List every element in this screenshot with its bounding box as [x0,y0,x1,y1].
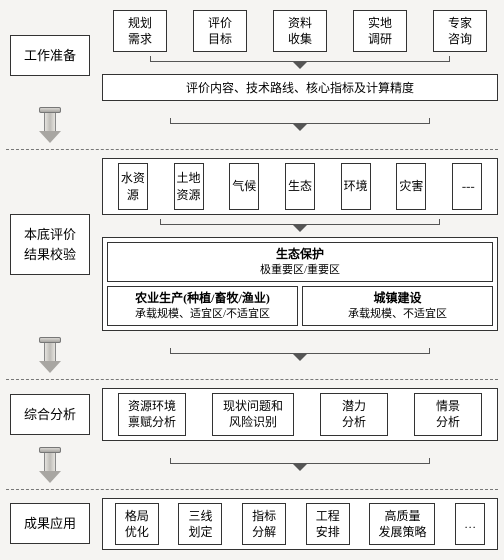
agri-title: 农业生产(种植/畜牧/渔业) [110,290,295,307]
stage-right: 规划需求 评价目标 资料收集 实地调研 专家咨询 评价内容、技术路线、核心指标及… [102,6,498,105]
stage-application: 成果应用 格局优化 三线划定 指标分解 工程安排 高质量发展策略 … [6,494,498,554]
stage-label: 成果应用 [10,503,90,545]
stage-analysis: 综合分析 资源环境禀赋分析 现状问题和风险识别 潜力分析 情景分析 [6,384,498,444]
stage-baseline: 本底评价结果校验 水资源 土地资源 气候 生态 环境 灾害 ┆ 生态保护 极重要… [6,154,498,335]
stage-arrow-icon [36,337,64,373]
factor-box: 气候 [229,163,259,209]
prep-bar: 评价内容、技术路线、核心指标及计算精度 [102,74,498,101]
stage-left: 工作准备 [6,6,94,105]
urban-title: 城镇建设 [305,290,490,307]
prep-box: 专家咨询 [433,10,487,52]
analysis-box: 情景分析 [414,393,482,435]
prep-box: 评价目标 [193,10,247,52]
eco-title: 生态保护 [110,246,490,263]
factor-box: 环境 [341,163,371,209]
analysis-group: 资源环境禀赋分析 现状问题和风险识别 潜力分析 情景分析 [102,388,498,440]
stage-left: 本底评价结果校验 [6,154,94,335]
stage-arrow-icon [36,107,64,143]
analysis-box: 现状问题和风险识别 [212,393,294,435]
ellipsis-box: ┆ [452,163,482,209]
down-arrow-icon [160,219,440,233]
down-arrow-icon [170,348,430,362]
urban-sub: 承载规模、不适宜区 [305,307,490,322]
app-box: 高质量发展策略 [369,503,435,545]
divider [6,489,498,490]
stage-arrow-icon [36,447,64,483]
divider [6,379,498,380]
eco-cell: 生态保护 极重要区/重要区 [107,242,493,282]
app-box: 三线划定 [178,503,222,545]
analysis-box: 潜力分析 [320,393,388,435]
stage-label: 工作准备 [10,35,90,77]
app-box: … [455,503,485,545]
application-group: 格局优化 三线划定 指标分解 工程安排 高质量发展策略 … [102,498,498,550]
agri-sub: 承载规模、适宜区/不适宜区 [110,307,295,322]
stage-preparation: 工作准备 规划需求 评价目标 资料收集 实地调研 专家咨询 评价内容、技术路线、… [6,6,498,105]
factor-box: 灾害 [396,163,426,209]
stage-label: 综合分析 [10,394,90,436]
stage-label: 本底评价结果校验 [10,214,90,275]
stage-right: 格局优化 三线划定 指标分解 工程安排 高质量发展策略 … [102,494,498,554]
stage-left: 成果应用 [6,494,94,554]
factor-group: 水资源 土地资源 气候 生态 环境 灾害 ┆ [102,158,498,214]
divider [6,149,498,150]
stage-right: 水资源 土地资源 气候 生态 环境 灾害 ┆ 生态保护 极重要区/重要区 农业生… [102,154,498,335]
eco-sub: 极重要区/重要区 [110,263,490,278]
stage-left: 综合分析 [6,384,94,444]
factor-box: 生态 [285,163,315,209]
prep-box: 实地调研 [353,10,407,52]
eval-group: 生态保护 极重要区/重要区 农业生产(种植/畜牧/渔业) 承载规模、适宜区/不适… [102,237,498,331]
down-arrow-icon [170,458,430,472]
down-arrow-icon [150,56,450,70]
app-box: 工程安排 [306,503,350,545]
factor-box: 土地资源 [174,163,204,209]
agri-cell: 农业生产(种植/畜牧/渔业) 承载规模、适宜区/不适宜区 [107,286,298,326]
prep-box: 资料收集 [273,10,327,52]
stage-right: 资源环境禀赋分析 现状问题和风险识别 潜力分析 情景分析 [102,384,498,444]
prep-box: 规划需求 [113,10,167,52]
analysis-box: 资源环境禀赋分析 [118,393,186,435]
down-arrow-icon [170,118,430,132]
app-box: 格局优化 [115,503,159,545]
urban-cell: 城镇建设 承载规模、不适宜区 [302,286,493,326]
app-box: 指标分解 [242,503,286,545]
prep-row: 规划需求 评价目标 资料收集 实地调研 专家咨询 [102,10,498,52]
factor-box: 水资源 [118,163,148,209]
